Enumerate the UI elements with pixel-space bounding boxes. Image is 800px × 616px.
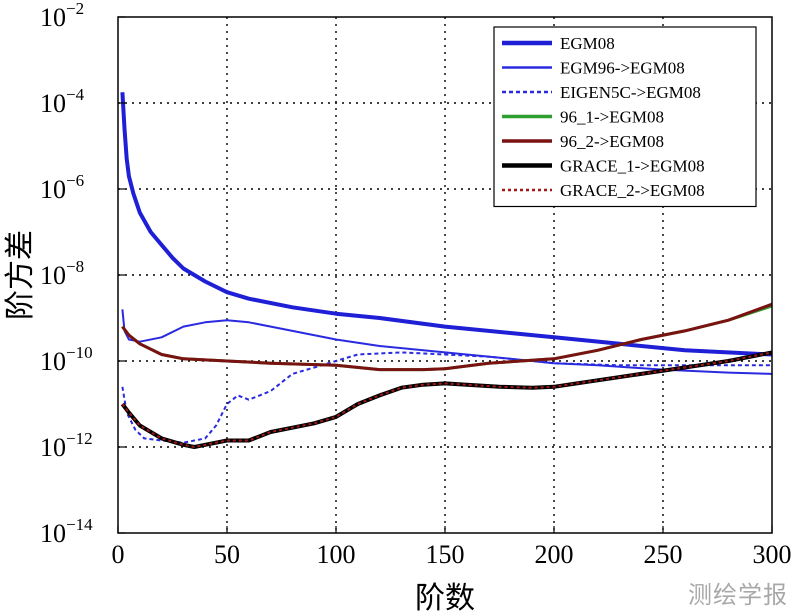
y-tick-label: 10−14	[40, 515, 93, 548]
y-tick-label: 10−4	[40, 85, 85, 118]
x-tick-label: 300	[753, 540, 792, 569]
legend-label: GRACE_1->EGM08	[560, 157, 705, 176]
legend-label: GRACE_2->EGM08	[560, 181, 705, 200]
series-line	[120, 92, 773, 357]
axis-ticks: 0 50 100 150 200 250 300 10−14 10−12 10−10 10−8 10−…	[40, 0, 792, 569]
series-line	[121, 351, 773, 448]
series-line	[121, 351, 772, 444]
legend-label: EIGEN5C->EGM08	[560, 83, 701, 102]
series-lines	[120, 92, 773, 449]
x-tick-label: 200	[535, 540, 574, 569]
x-tick-label: 50	[214, 540, 240, 569]
legend-label: EGM08	[560, 34, 615, 53]
x-tick-label: 100	[317, 540, 356, 569]
x-tick-label: 150	[426, 540, 465, 569]
y-tick-label: 10−8	[40, 257, 84, 290]
series-line	[120, 350, 773, 449]
x-tick-label: 250	[644, 540, 683, 569]
y-tick-label: 10−6	[40, 171, 84, 204]
y-axis-label: 阶方差	[3, 230, 38, 320]
y-tick-label: 10−10	[40, 343, 93, 376]
legend-label: 96_2->EGM08	[560, 132, 664, 151]
x-axis-label: 阶数	[415, 581, 475, 616]
series-line	[121, 302, 773, 372]
legend-label: 96_1->EGM08	[560, 108, 664, 127]
y-tick-label: 10−2	[40, 0, 84, 32]
legend: EGM08 EGM96->EGM08 EIGEN5C->EGM08 96_1->EGM…	[493, 26, 757, 208]
legend-label: EGM96->EGM08	[560, 59, 685, 78]
x-tick-label: 0	[112, 540, 125, 569]
watermark: 测绘学报	[688, 581, 788, 609]
series-line	[121, 309, 773, 375]
y-tick-label: 10−12	[40, 429, 93, 462]
